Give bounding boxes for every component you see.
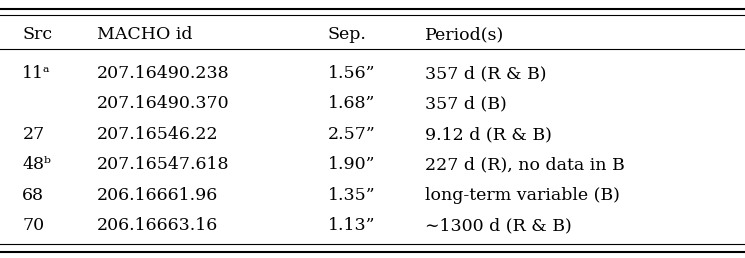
Text: 206.16661.96: 206.16661.96 [97, 187, 218, 204]
Text: 1.13”: 1.13” [328, 217, 375, 234]
Text: 207.16490.238: 207.16490.238 [97, 65, 229, 82]
Text: 48ᵇ: 48ᵇ [22, 156, 51, 173]
Text: 70: 70 [22, 217, 45, 234]
Text: 2.57”: 2.57” [328, 126, 375, 143]
Text: 1.56”: 1.56” [328, 65, 375, 82]
Text: 357 d (R & B): 357 d (R & B) [425, 65, 546, 82]
Text: 207.16490.370: 207.16490.370 [97, 95, 229, 112]
Text: long-term variable (B): long-term variable (B) [425, 187, 620, 204]
Text: ∼1300 d (R & B): ∼1300 d (R & B) [425, 217, 571, 234]
Text: Period(s): Period(s) [425, 26, 504, 43]
Text: 1.68”: 1.68” [328, 95, 375, 112]
Text: 9.12 d (R & B): 9.12 d (R & B) [425, 126, 551, 143]
Text: 227 d (R), no data in B: 227 d (R), no data in B [425, 156, 624, 173]
Text: 1.90”: 1.90” [328, 156, 375, 173]
Text: 357 d (B): 357 d (B) [425, 95, 507, 112]
Text: Sep.: Sep. [328, 26, 367, 43]
Text: 207.16547.618: 207.16547.618 [97, 156, 229, 173]
Text: 207.16546.22: 207.16546.22 [97, 126, 218, 143]
Text: 27: 27 [22, 126, 45, 143]
Text: 11ᵃ: 11ᵃ [22, 65, 51, 82]
Text: Src: Src [22, 26, 52, 43]
Text: MACHO id: MACHO id [97, 26, 192, 43]
Text: 206.16663.16: 206.16663.16 [97, 217, 218, 234]
Text: 1.35”: 1.35” [328, 187, 375, 204]
Text: 68: 68 [22, 187, 45, 204]
